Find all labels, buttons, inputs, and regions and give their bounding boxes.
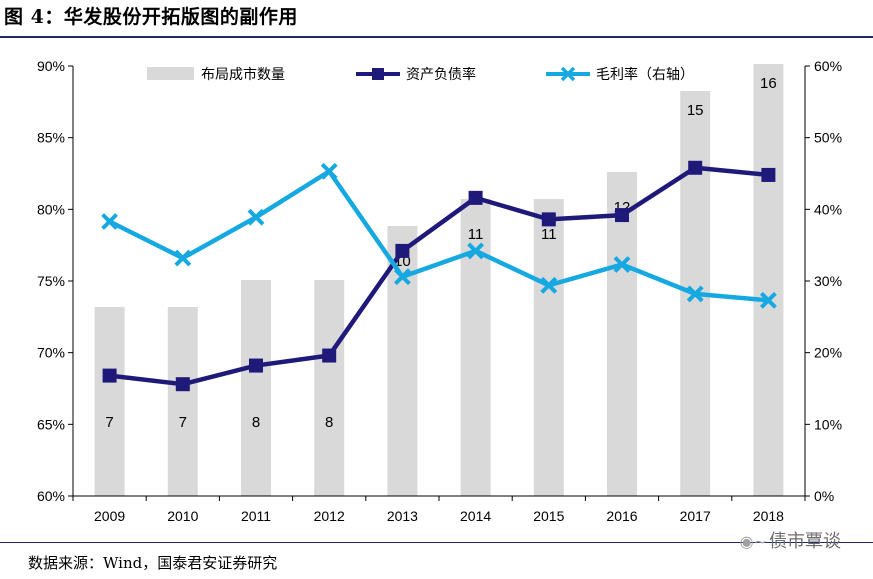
- gross-margin-point: [320, 162, 338, 180]
- legend-marker-margin: [560, 66, 576, 82]
- debt-ratio-point: [468, 190, 483, 205]
- gross-margin-point: [174, 249, 192, 267]
- y-left-tick-label: 60%: [37, 488, 65, 504]
- x-tick-label: 2014: [460, 508, 491, 524]
- debt-ratio-point: [688, 160, 703, 175]
- debt-ratio-point: [761, 167, 776, 182]
- watermark: ◉∼ 债市覃谈: [740, 527, 841, 553]
- gross-margin-point: [101, 213, 119, 230]
- gross-margin-point: [247, 208, 265, 226]
- bar: [753, 64, 784, 496]
- bar-data-label: 8: [325, 414, 333, 431]
- bar: [241, 280, 271, 496]
- bar: [94, 307, 125, 496]
- debt-ratio-point: [102, 368, 117, 383]
- bar-data-label: 8: [252, 414, 260, 431]
- gross-margin-point: [759, 291, 777, 309]
- gross-margin-point: [540, 276, 558, 294]
- y-left-tick-label: 70%: [37, 345, 65, 361]
- x-tick-label: 2016: [606, 508, 637, 524]
- y-left-tick-label: 85%: [37, 130, 65, 146]
- bar-data-label: 11: [468, 226, 484, 243]
- bar-data-label: 7: [179, 414, 187, 431]
- x-tick-label: 2015: [533, 508, 564, 524]
- debt-ratio-line: [109, 165, 769, 387]
- debt-ratio-point: [541, 212, 556, 227]
- y-right-tick-label: 10%: [814, 416, 842, 432]
- x-tick-label: 2010: [167, 508, 198, 524]
- figure-title: 图 4：华发股份开拓版图的副作用: [4, 6, 298, 28]
- debt-ratio-point: [249, 358, 263, 373]
- gross-margin-point: [686, 285, 704, 303]
- debt-ratio-point: [395, 243, 410, 258]
- bar: [167, 307, 198, 496]
- y-left-tick-label: 90%: [37, 58, 65, 74]
- gross-margin-point: [467, 242, 485, 260]
- legend-label-margin: 毛利率（右轴）: [596, 66, 694, 83]
- debt-ratio-point: [175, 377, 190, 392]
- gross-margin-point: [613, 256, 631, 273]
- legend-swatch-bar: [147, 67, 194, 80]
- bar-data-label: 15: [687, 102, 704, 119]
- bar: [607, 172, 637, 496]
- bar: [314, 280, 345, 496]
- gross-margin-line: [108, 169, 769, 303]
- y-right-tick-label: 30%: [814, 273, 842, 289]
- x-tick-label: 2011: [241, 508, 271, 524]
- x-tick-label: 2017: [680, 508, 711, 524]
- y-right-tick-label: 20%: [814, 345, 842, 361]
- top-rule: [0, 36, 873, 38]
- bar-data-label: 16: [760, 75, 777, 92]
- legend-label-debt: 资产负债率: [406, 66, 476, 83]
- y-right-tick-label: 50%: [814, 130, 842, 146]
- bar-data-label: 7: [105, 414, 113, 431]
- x-tick-label: 2018: [753, 508, 784, 524]
- debt-ratio-point: [615, 208, 629, 223]
- x-tick-label: 2009: [94, 508, 125, 524]
- bar: [460, 199, 491, 496]
- y-left-tick-label: 80%: [37, 201, 65, 217]
- source-note: 数据来源：Wind，国泰君安证券研究: [28, 554, 278, 572]
- legend-marker-debt: [372, 68, 384, 80]
- y-left-tick-label: 65%: [37, 416, 65, 432]
- y-right-tick-label: 40%: [814, 201, 842, 217]
- bar: [533, 199, 564, 496]
- wechat-icon: ◉∼: [739, 532, 767, 551]
- x-tick-label: 2013: [387, 508, 418, 524]
- y-right-tick-label: 60%: [814, 58, 842, 74]
- bar-data-label: 11: [541, 226, 557, 243]
- debt-ratio-point: [322, 348, 337, 363]
- y-left-tick-label: 75%: [37, 273, 65, 289]
- watermark-text: 债市覃谈: [769, 531, 841, 552]
- y-right-tick-label: 0%: [814, 488, 834, 504]
- x-tick-label: 2012: [314, 508, 345, 524]
- gross-margin-point: [393, 268, 411, 286]
- bottom-rule: [0, 542, 873, 543]
- legend-label-bar: 布局成市数量: [201, 66, 285, 83]
